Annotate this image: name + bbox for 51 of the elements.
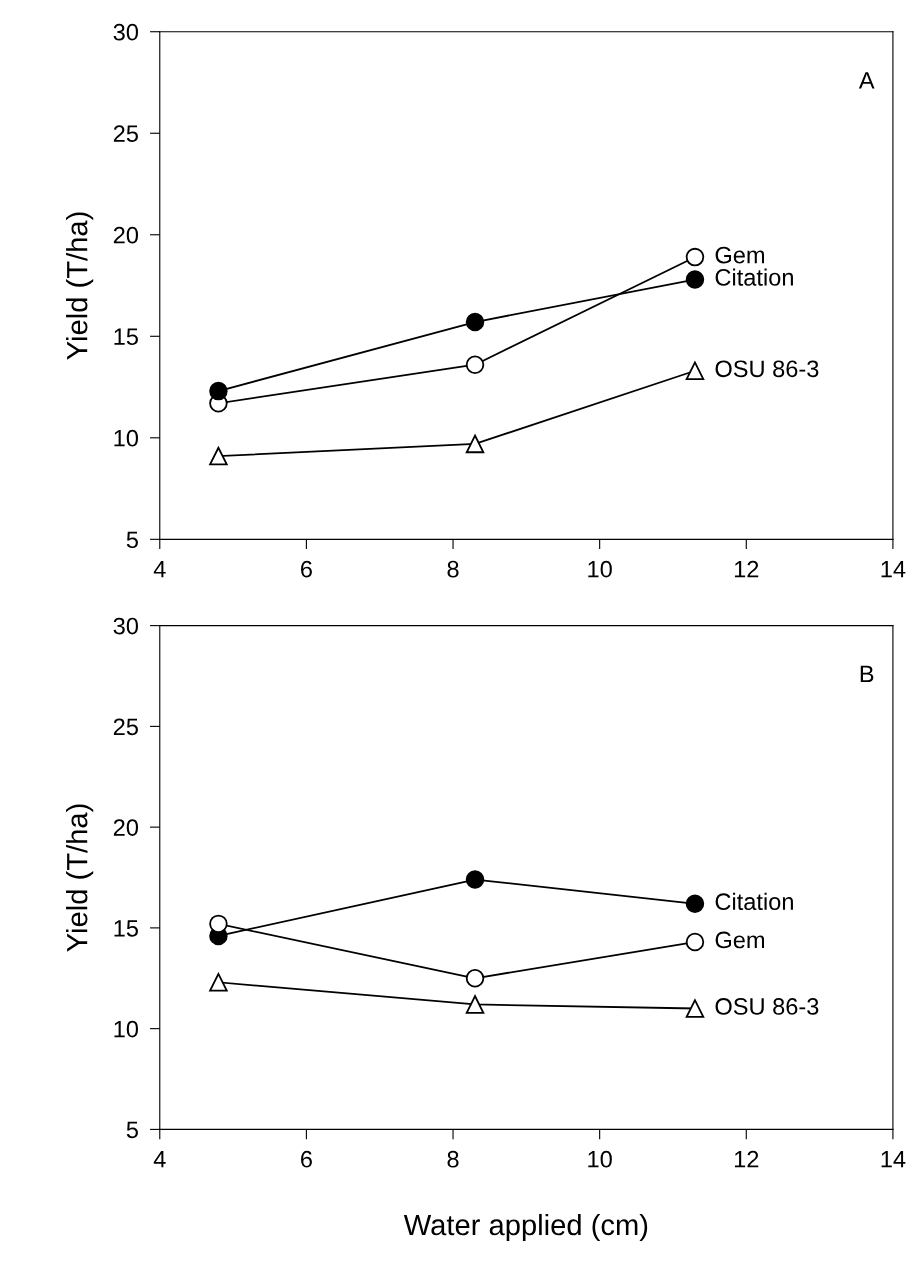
y-tick-label: 15 xyxy=(114,920,138,937)
series-label: Gem xyxy=(715,931,765,949)
point xyxy=(465,434,485,454)
y-tick-label: 20 xyxy=(113,226,139,244)
series-label: Citation xyxy=(715,268,793,286)
point xyxy=(685,894,705,913)
y-tick-label: 25 xyxy=(113,718,138,736)
point xyxy=(685,361,705,381)
series-label: Citation xyxy=(715,892,793,911)
y-tick-label: 10 xyxy=(114,429,139,447)
x-tick-label: 10 xyxy=(588,560,612,578)
x-tick-label: 8 xyxy=(447,560,459,578)
y-tick-label: 10 xyxy=(114,1020,139,1038)
point xyxy=(465,870,485,889)
series-label: Gem xyxy=(715,246,765,264)
x-axis-title: Water applied (cm) xyxy=(403,1213,648,1242)
point xyxy=(209,914,228,934)
x-tick-label: 14 xyxy=(881,561,906,578)
point xyxy=(685,932,705,952)
point xyxy=(209,446,228,466)
x-tick-label: 14 xyxy=(881,1151,906,1168)
y-tick-label: 5 xyxy=(126,531,138,549)
point xyxy=(685,999,705,1018)
y-axis-title: Yield (T/ha) xyxy=(66,212,94,360)
x-tick-label: 8 xyxy=(447,1150,459,1168)
y-tick-label: 5 xyxy=(126,1121,138,1139)
series-label: OSU 86-3 xyxy=(715,998,819,1015)
y-tick-label: 25 xyxy=(113,125,138,143)
x-tick-label: 4 xyxy=(153,1151,166,1168)
point xyxy=(209,973,228,992)
point xyxy=(685,270,705,289)
y-axis-title: Yield (T/ha) xyxy=(66,804,94,952)
point xyxy=(685,247,705,267)
x-tick-label: 6 xyxy=(301,1150,312,1168)
x-tick-label: 4 xyxy=(153,561,166,578)
x-tick-label: 12 xyxy=(734,560,759,578)
annotation: B xyxy=(860,665,874,683)
point xyxy=(465,995,485,1014)
y-tick-label: 20 xyxy=(113,819,139,836)
y-tick-label: 30 xyxy=(113,617,139,635)
x-tick-label: 6 xyxy=(301,560,312,578)
point xyxy=(465,355,485,374)
point xyxy=(465,969,485,988)
y-tick-label: 15 xyxy=(114,328,138,346)
x-tick-label: 12 xyxy=(734,1150,759,1168)
point xyxy=(209,381,228,401)
y-tick-label: 30 xyxy=(113,23,139,41)
annotation: A xyxy=(858,72,875,89)
x-tick-label: 10 xyxy=(588,1150,612,1168)
point xyxy=(465,312,485,332)
series-label: OSU 86-3 xyxy=(715,360,819,378)
